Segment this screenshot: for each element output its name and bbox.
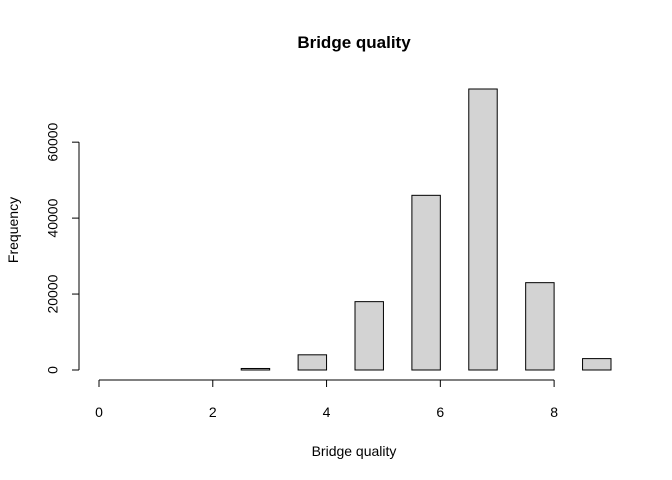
x-axis-label: Bridge quality [312, 443, 397, 459]
y-axis-tick-label: 0 [45, 366, 61, 374]
histogram-bar [354, 301, 384, 371]
chart-title: Bridge quality [297, 33, 411, 52]
x-axis-tick-label: 4 [323, 404, 331, 420]
y-axis-tick-label: 20000 [45, 274, 61, 313]
y-axis-tick-label: 60000 [45, 122, 61, 161]
x-axis-tick-label: 0 [95, 404, 103, 420]
histogram-bar [468, 88, 498, 371]
histogram-bars [240, 88, 612, 371]
y-axis: 0 20000 40000 60000 [45, 122, 80, 374]
x-axis: 0 2 4 6 8 [95, 379, 558, 420]
x-axis-tick-label: 8 [550, 404, 558, 420]
histogram-bar [525, 282, 555, 371]
y-axis-tick-label: 40000 [45, 198, 61, 237]
histogram-bar [240, 367, 271, 371]
histogram-bar [411, 194, 441, 371]
histogram-bar [582, 358, 612, 371]
y-axis-label: Frequency [5, 197, 21, 263]
x-axis-tick-label: 2 [209, 404, 217, 420]
histogram-bar [297, 354, 328, 371]
x-axis-tick-label: 6 [436, 404, 444, 420]
